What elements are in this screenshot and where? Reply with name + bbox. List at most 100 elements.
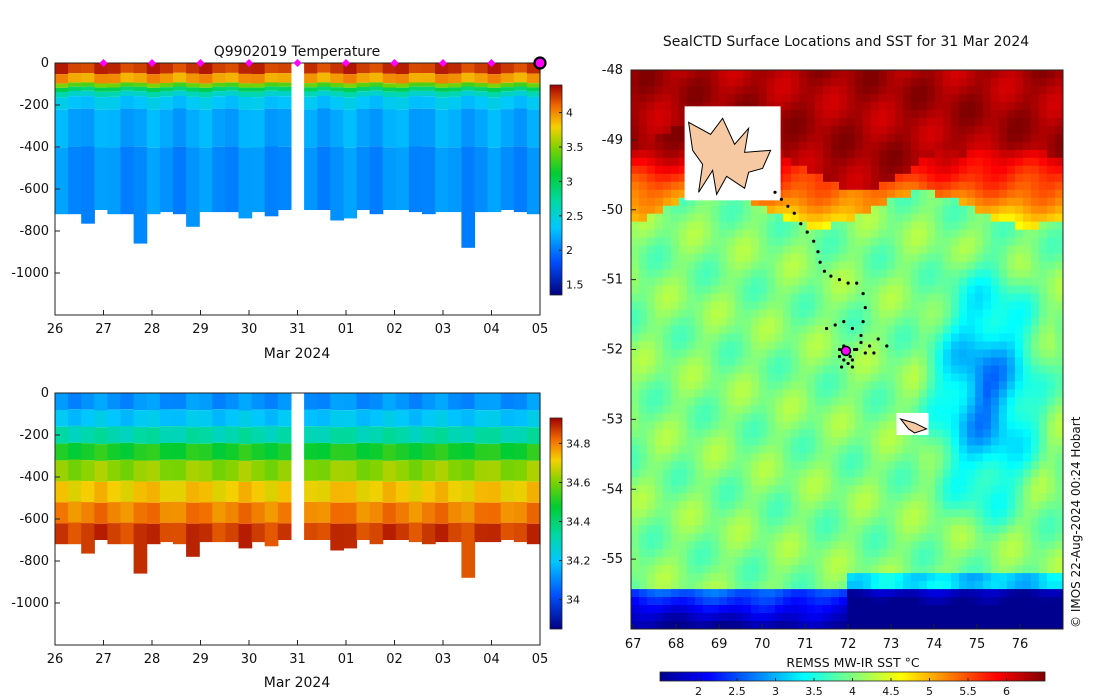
sst-cell xyxy=(935,613,944,622)
sst-cell xyxy=(655,477,664,486)
salinity-x-tick-label: 04 xyxy=(483,652,500,667)
current-position-marker xyxy=(840,345,852,357)
sst-cell xyxy=(967,469,976,478)
sst-cell xyxy=(879,597,888,606)
temperature-cell xyxy=(238,91,253,98)
sst-cell xyxy=(671,557,680,566)
sst-cell xyxy=(807,493,816,502)
sst-cell xyxy=(959,269,968,279)
sst-cell xyxy=(927,349,936,358)
sst-cell xyxy=(1031,453,1040,462)
sst-cell xyxy=(951,133,960,143)
sst-cell xyxy=(1039,94,1048,103)
sst-cell xyxy=(935,517,944,526)
sst-cell xyxy=(991,509,1000,518)
sst-cell xyxy=(1031,469,1040,478)
sst-cell xyxy=(871,493,880,502)
salinity-cell xyxy=(369,443,384,460)
sst-cell xyxy=(783,533,792,542)
temperature-cell xyxy=(94,147,108,210)
sst-cell xyxy=(671,605,680,614)
sst-cell xyxy=(887,86,896,95)
temperature-cell xyxy=(55,83,69,88)
sst-cell xyxy=(719,501,728,510)
temperature-cell xyxy=(173,63,187,73)
sst-cell xyxy=(919,261,928,271)
sst-cell xyxy=(735,269,744,279)
salinity-cell xyxy=(343,427,358,444)
sst-cell xyxy=(895,341,904,350)
sst-cell xyxy=(839,117,848,127)
sst-cell xyxy=(655,317,664,327)
sst-cell xyxy=(783,477,792,486)
temperature-cell xyxy=(146,74,161,84)
sst-cell xyxy=(1047,181,1056,191)
sst-cell xyxy=(639,589,648,598)
sst-cell xyxy=(663,149,672,159)
sst-cell xyxy=(679,405,688,414)
sst-cell xyxy=(735,429,744,438)
sst-cell xyxy=(799,605,808,614)
salinity-cell xyxy=(330,443,344,461)
sst-cell xyxy=(983,349,992,358)
sst-cell xyxy=(903,517,912,526)
sst-cell xyxy=(743,221,752,231)
sst-cell xyxy=(903,453,912,462)
salinity-cell xyxy=(146,460,161,482)
sst-cell xyxy=(975,317,984,327)
sst-cell xyxy=(807,597,816,606)
sst-cell xyxy=(711,86,720,95)
sst-cell xyxy=(983,333,992,342)
sst-cell xyxy=(903,533,912,542)
sst-cell xyxy=(807,549,816,558)
sst-cell xyxy=(815,501,824,510)
sst-cell xyxy=(783,78,792,87)
sst-cell xyxy=(927,293,936,303)
sst-cell xyxy=(791,157,800,167)
sst-cell xyxy=(743,70,752,79)
sst-cell xyxy=(799,70,808,79)
track-point xyxy=(833,323,837,327)
temperature-cell xyxy=(277,63,292,74)
sst-cell xyxy=(887,557,896,566)
sst-cell xyxy=(807,325,816,334)
sst-cell xyxy=(967,173,976,183)
sst-cell xyxy=(879,565,888,574)
map-y-tick-label: -54 xyxy=(602,482,623,497)
profile-marker xyxy=(196,59,205,67)
sst-cell xyxy=(639,181,648,191)
sst-cell xyxy=(719,413,728,422)
sst-cell xyxy=(815,357,824,366)
sst-cell xyxy=(935,429,944,438)
sst-cell xyxy=(711,245,720,255)
sst-cell xyxy=(775,429,784,438)
sst-cell xyxy=(1055,397,1063,406)
sst-cell xyxy=(783,373,792,382)
salinity-cell xyxy=(435,393,449,411)
sst-cell xyxy=(879,269,888,279)
sst-cell xyxy=(767,525,776,534)
sst-cell xyxy=(895,109,904,119)
sst-cell xyxy=(967,589,976,598)
sst-cell xyxy=(887,285,896,295)
sst-cell xyxy=(807,149,816,159)
sst-cell xyxy=(935,469,944,478)
sst-cell xyxy=(887,221,896,231)
sst-cell xyxy=(959,437,968,446)
sst-cell xyxy=(935,501,944,510)
sst-cell xyxy=(855,86,864,95)
temperature-cell xyxy=(146,109,161,148)
sst-cell xyxy=(671,493,680,502)
sst-cell xyxy=(631,109,640,119)
sst-cell xyxy=(951,125,960,135)
sst-cell xyxy=(1039,405,1048,414)
sst-cell xyxy=(735,221,744,231)
sst-cell xyxy=(1047,70,1056,79)
sst-cell xyxy=(799,78,808,87)
sst-cell xyxy=(663,517,672,526)
map-title: SealCTD Surface Locations and SST for 31… xyxy=(663,34,1029,50)
sst-cell xyxy=(807,581,816,590)
sst-cell xyxy=(791,509,800,518)
sst-cell xyxy=(1031,141,1040,151)
sst-cell xyxy=(807,349,816,358)
